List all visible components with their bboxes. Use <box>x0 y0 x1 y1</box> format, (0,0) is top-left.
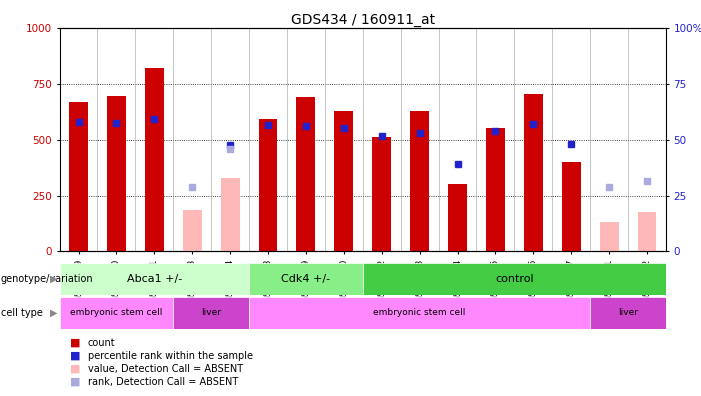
Text: embryonic stem cell: embryonic stem cell <box>70 308 163 317</box>
Text: Cdk4 +/-: Cdk4 +/- <box>281 274 330 284</box>
Text: Abca1 +/-: Abca1 +/- <box>127 274 182 284</box>
Text: count: count <box>88 337 115 348</box>
Text: value, Detection Call = ABSENT: value, Detection Call = ABSENT <box>88 364 243 374</box>
Text: ▶: ▶ <box>50 308 57 318</box>
Text: ■: ■ <box>70 377 81 387</box>
Text: percentile rank within the sample: percentile rank within the sample <box>88 350 252 361</box>
Bar <box>590 297 666 329</box>
Text: ■: ■ <box>70 364 81 374</box>
Bar <box>60 263 249 295</box>
Bar <box>524 94 543 251</box>
Text: liver: liver <box>618 308 638 317</box>
Bar <box>486 128 505 251</box>
Text: ■: ■ <box>70 337 81 348</box>
Text: ▶: ▶ <box>50 274 57 284</box>
Bar <box>562 162 580 251</box>
Text: control: control <box>495 274 533 284</box>
Bar <box>60 297 173 329</box>
Text: cell type: cell type <box>1 308 43 318</box>
Text: rank, Detection Call = ABSENT: rank, Detection Call = ABSENT <box>88 377 238 387</box>
Text: embryonic stem cell: embryonic stem cell <box>374 308 465 317</box>
Bar <box>599 223 618 251</box>
Bar <box>221 178 240 251</box>
Text: ■: ■ <box>70 350 81 361</box>
Bar <box>69 101 88 251</box>
Bar <box>363 263 666 295</box>
Bar <box>107 96 126 251</box>
Bar <box>372 137 391 251</box>
Bar <box>173 297 249 329</box>
Text: liver: liver <box>201 308 222 317</box>
Bar <box>334 110 353 251</box>
Bar <box>259 120 278 251</box>
Bar <box>297 97 315 251</box>
Bar <box>183 210 202 251</box>
Bar <box>249 263 363 295</box>
Bar <box>145 68 164 251</box>
Bar <box>249 297 590 329</box>
Bar <box>637 212 656 251</box>
Title: GDS434 / 160911_at: GDS434 / 160911_at <box>291 13 435 27</box>
Bar <box>410 110 429 251</box>
Text: genotype/variation: genotype/variation <box>1 274 93 284</box>
Bar <box>448 185 467 251</box>
